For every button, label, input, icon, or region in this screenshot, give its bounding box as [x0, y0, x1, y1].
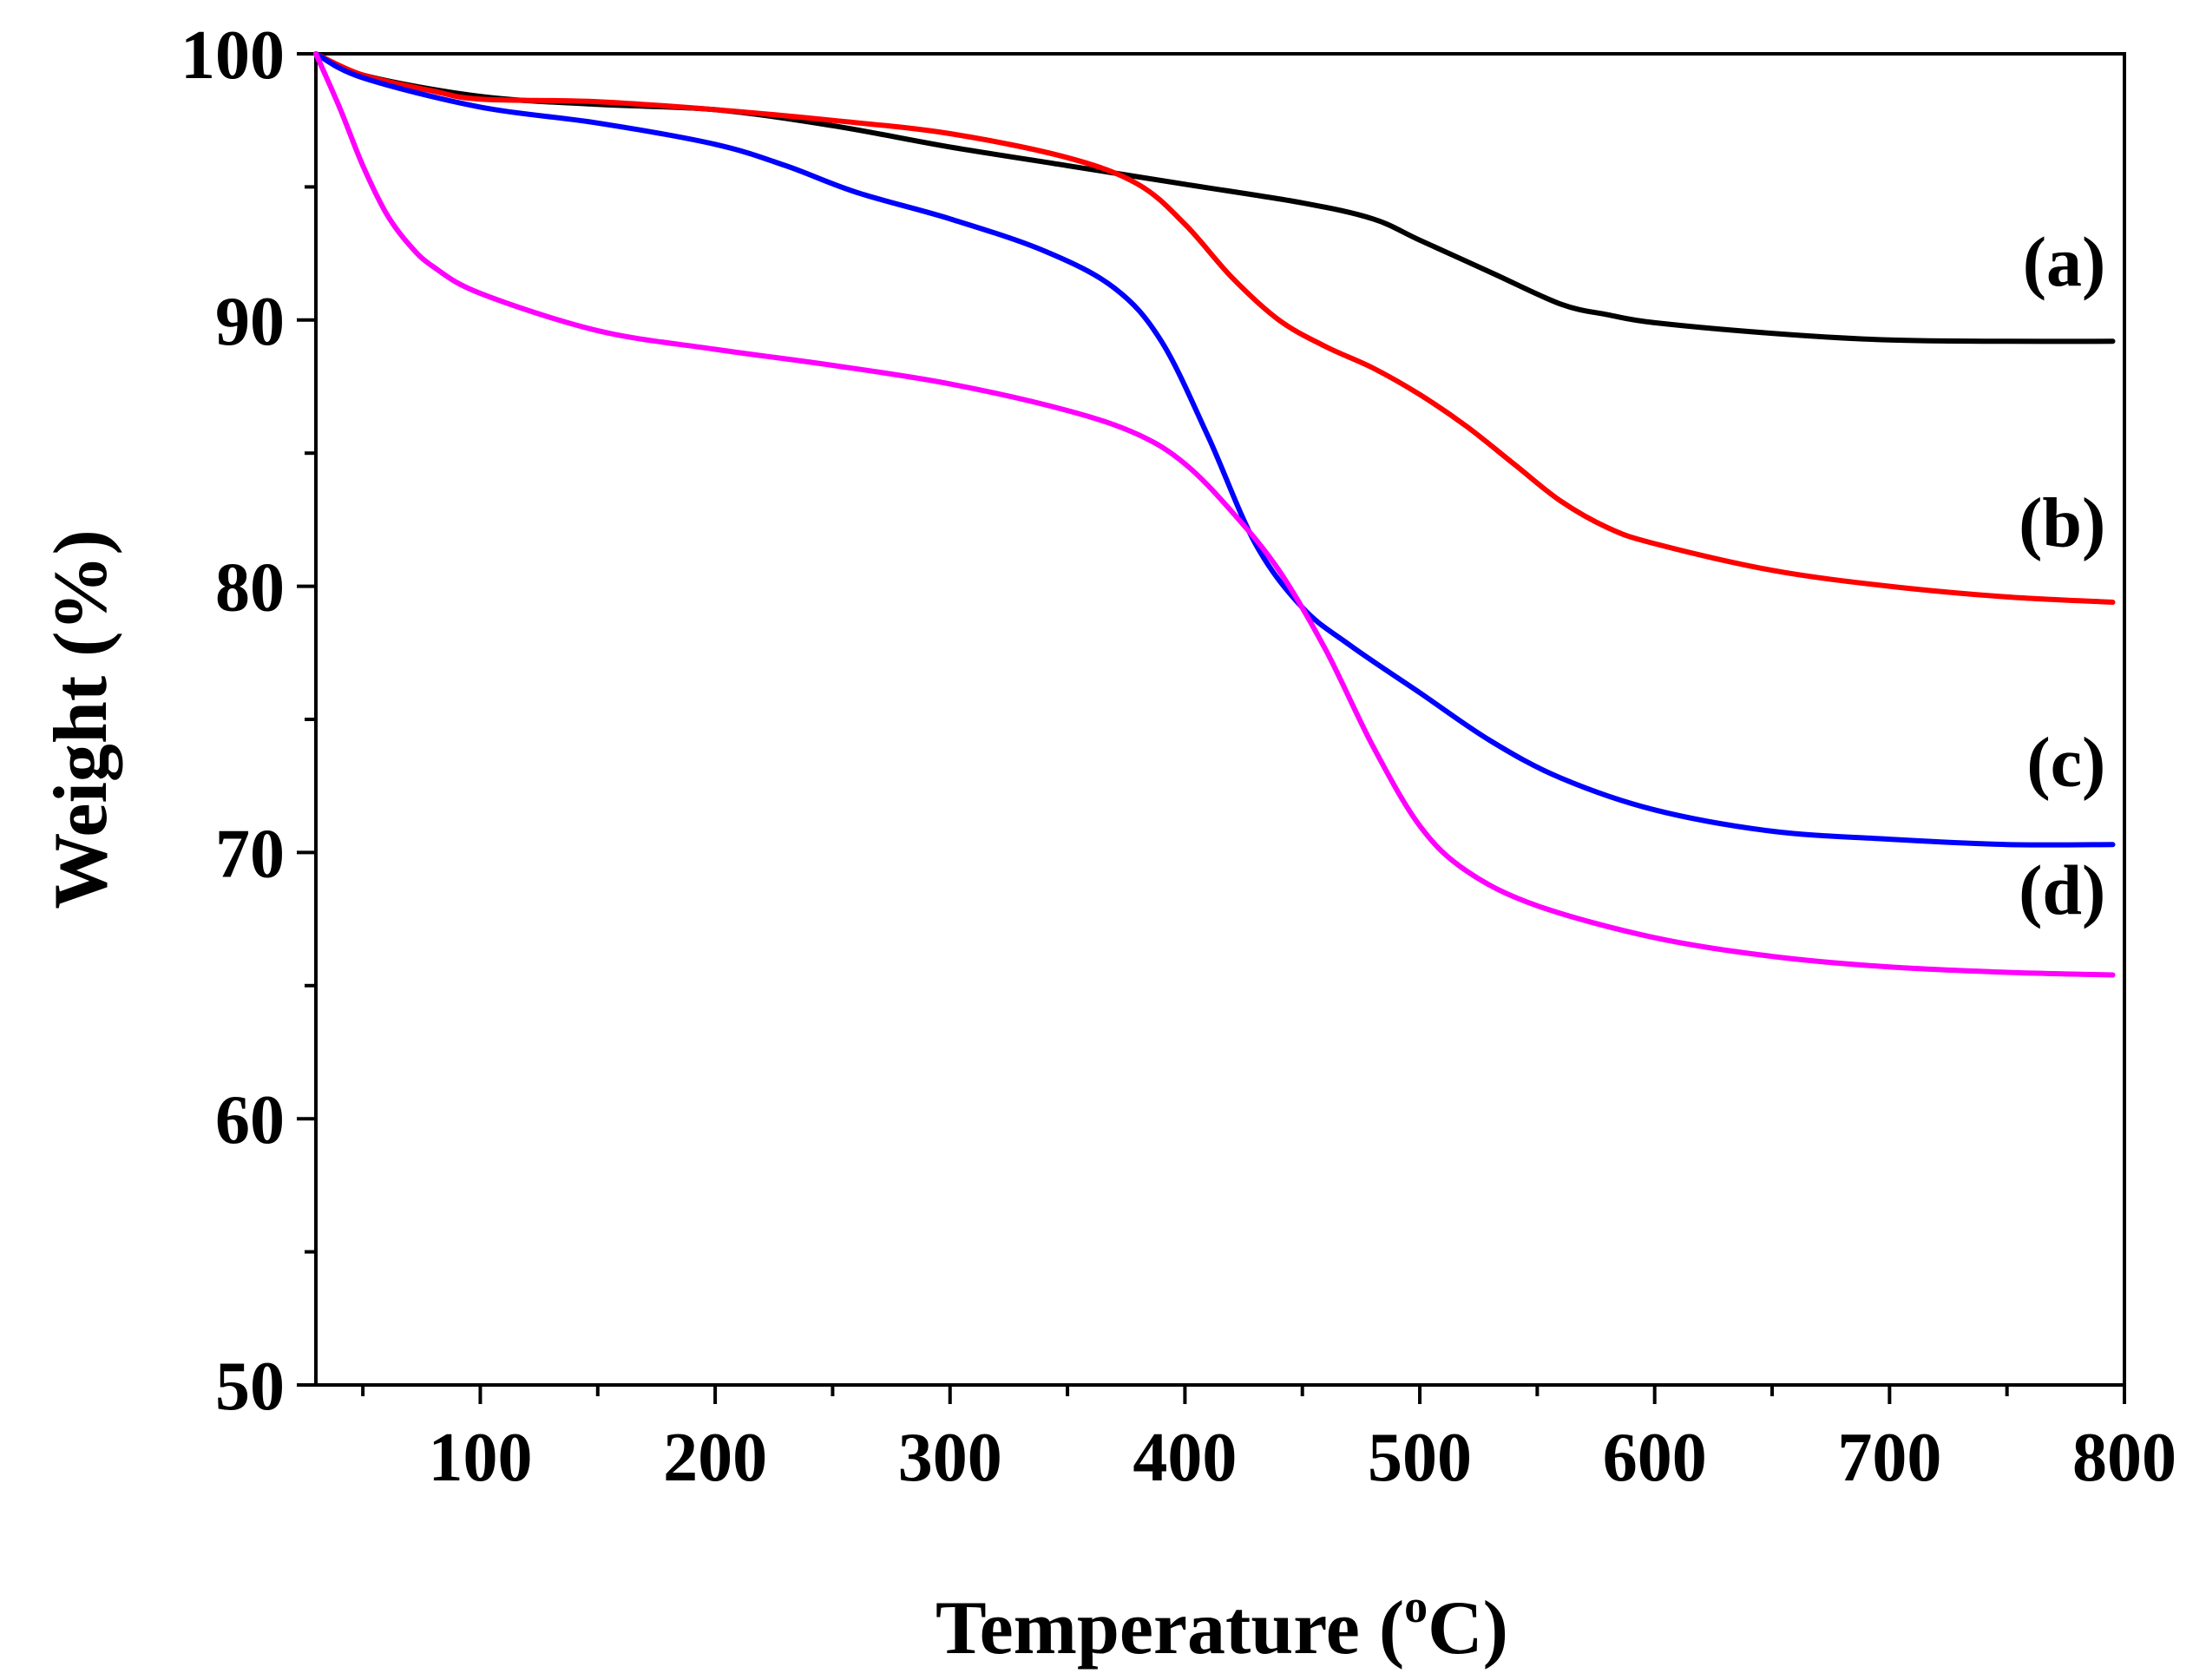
plot-frame	[314, 52, 2126, 1387]
y-tick-label-90: 90	[215, 284, 285, 360]
x-axis-title: Temperature (oC)	[936, 1580, 1508, 1670]
series-label-a: (a)	[2023, 222, 2106, 301]
series-labels: (a) (b) (c) (d)	[2019, 222, 2105, 929]
y-tick-label-60: 60	[215, 1082, 285, 1158]
series-line-b	[313, 51, 2116, 605]
y-tick-label-50: 50	[215, 1349, 285, 1425]
series-label-c: (c)	[2026, 723, 2105, 802]
series-label-d: (d)	[2019, 850, 2105, 929]
x-tick-label-700: 700	[1837, 1420, 1941, 1496]
x-tick-label-800: 800	[2072, 1420, 2176, 1496]
x-tick-label-500: 500	[1368, 1420, 1472, 1496]
x-axis-title-main: Temperature (	[936, 1586, 1404, 1670]
data-series	[313, 51, 2116, 978]
x-axis-title-superscript: o	[1404, 1580, 1428, 1632]
series-line-a	[313, 51, 2116, 345]
x-tick-label-400: 400	[1133, 1420, 1237, 1496]
x-tick-label-200: 200	[663, 1420, 767, 1496]
x-tick-label-300: 300	[898, 1420, 1002, 1496]
y-tick-label-100: 100	[181, 17, 285, 94]
y-tick-label-80: 80	[215, 550, 285, 627]
series-label-b: (b)	[2019, 483, 2105, 562]
x-tick-label-100: 100	[428, 1420, 532, 1496]
axis-ticks: 100 200 300 400 500 600 700 800 50 60 70 80 90 100	[181, 17, 2176, 1496]
y-axis-title: Weight (%)	[39, 529, 123, 909]
series-line-d	[313, 51, 2116, 978]
y-tick-label-70: 70	[215, 816, 285, 892]
x-tick-label-600: 600	[1603, 1420, 1707, 1496]
x-axis-title-suffix: C)	[1428, 1586, 1508, 1670]
series-line-c	[313, 51, 2116, 848]
